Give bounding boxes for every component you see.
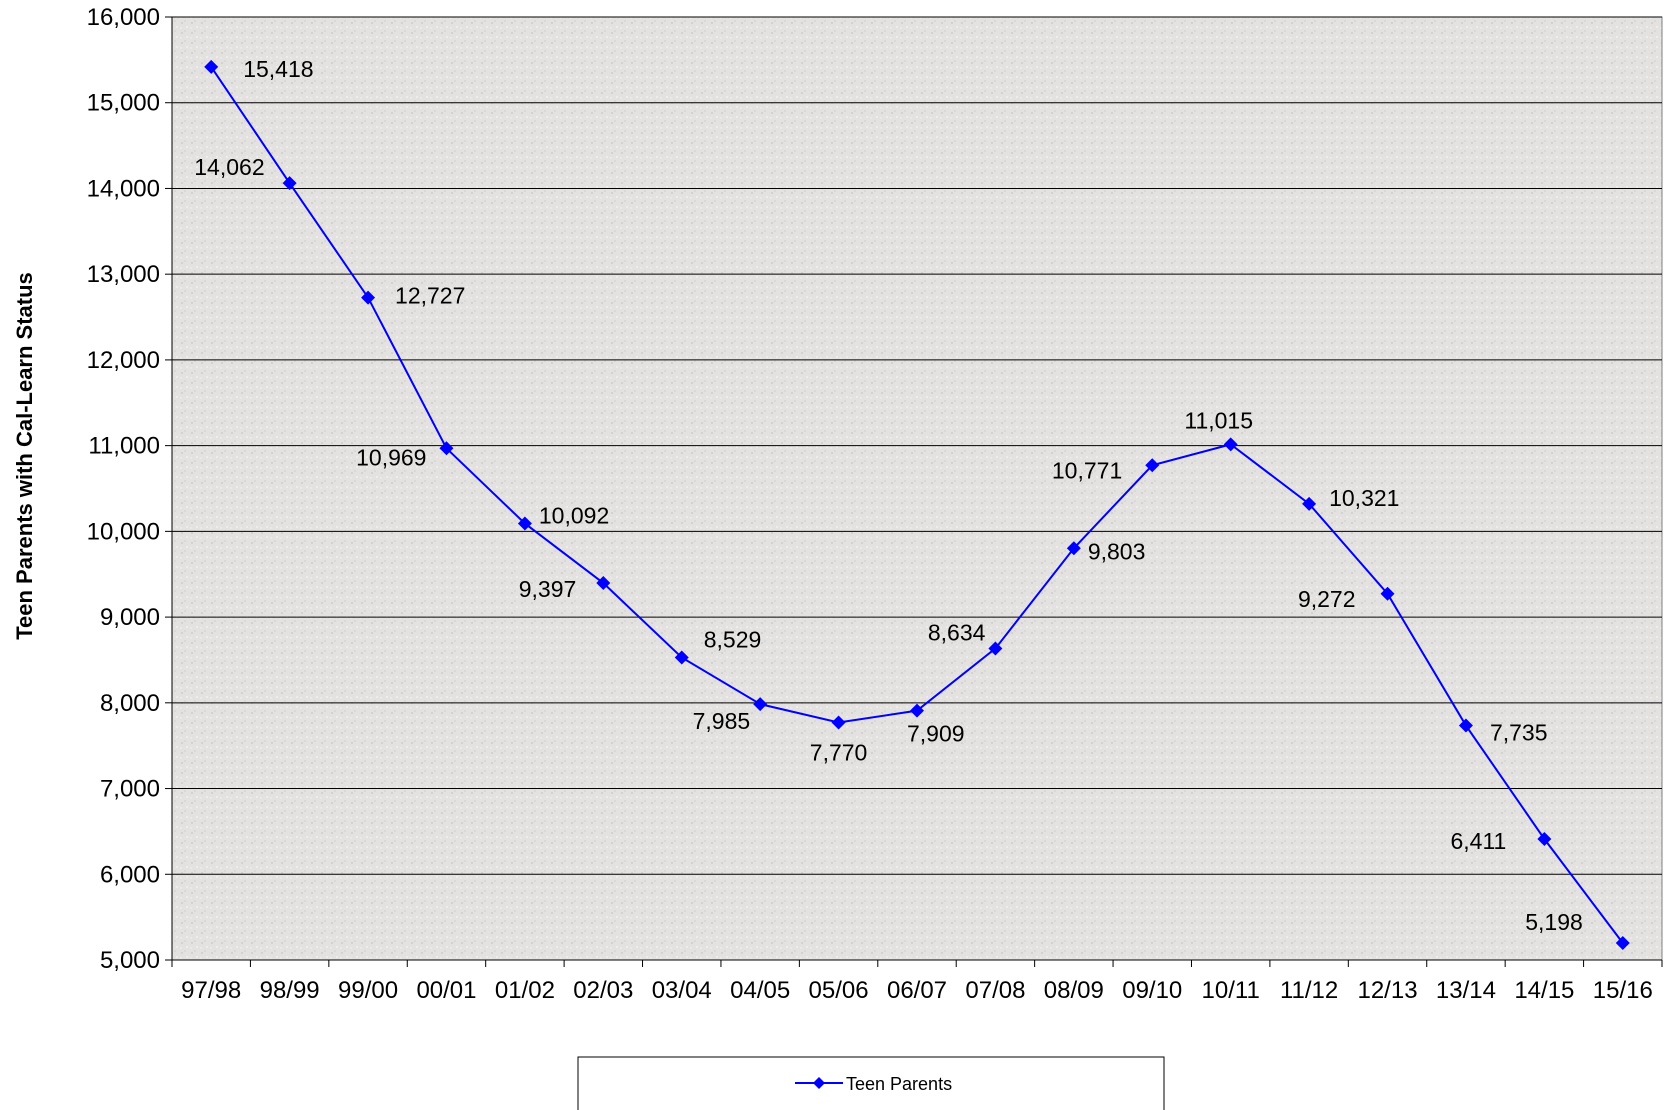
- data-point-marker: [517, 516, 532, 531]
- data-label: 5,198: [1525, 909, 1583, 935]
- data-label: 12,727: [395, 283, 465, 309]
- data-point-marker: [1537, 832, 1552, 847]
- x-tick-label: 12/13: [1357, 977, 1417, 1004]
- x-tick-label: 13/14: [1436, 977, 1496, 1004]
- y-tick-label: 10,000: [87, 518, 160, 545]
- data-point-marker: [674, 650, 689, 665]
- data-labels: 15,418 14,062 12,727 10,969 10,092 9,397 8,529…: [194, 56, 1583, 935]
- data-point-marker: [361, 290, 376, 305]
- data-point-marker: [831, 715, 846, 730]
- x-tick-label: 98/99: [260, 977, 320, 1004]
- gridlines: [172, 16, 1662, 875]
- x-tick-label: 14/15: [1514, 977, 1574, 1004]
- data-point-marker: [282, 176, 297, 191]
- data-label: 8,529: [704, 626, 762, 652]
- x-tick-label: 04/05: [730, 977, 790, 1004]
- data-label: 11,015: [1184, 407, 1253, 433]
- x-tick-label: 10/11: [1202, 977, 1260, 1004]
- x-tick-label: 15/16: [1593, 977, 1653, 1004]
- y-tick-label: 13,000: [87, 261, 160, 288]
- data-point-marker: [1380, 586, 1395, 601]
- axes: [165, 16, 1663, 967]
- x-tick-label: 08/09: [1044, 977, 1104, 1004]
- y-tick-label: 9,000: [100, 604, 160, 631]
- data-label: 10,092: [539, 502, 609, 528]
- data-label: 9,397: [519, 576, 577, 602]
- data-label: 14,062: [194, 154, 264, 180]
- y-tick-label: 14,000: [87, 175, 160, 202]
- data-label: 15,418: [243, 56, 313, 82]
- x-tick-label: 11/12: [1280, 977, 1338, 1004]
- data-label: 7,909: [907, 721, 965, 747]
- x-tick-label: 99/00: [338, 977, 398, 1004]
- data-point-marker: [204, 59, 219, 74]
- y-tick-label: 7,000: [100, 776, 160, 803]
- data-point-marker: [1615, 936, 1630, 951]
- data-label: 10,321: [1329, 485, 1399, 511]
- data-label: 7,735: [1490, 720, 1548, 746]
- data-label: 7,985: [693, 708, 751, 734]
- plot-background: [171, 16, 1663, 961]
- legend: Teen Parents: [577, 1056, 1165, 1110]
- data-label: 9,803: [1088, 538, 1146, 564]
- data-label: 6,411: [1451, 828, 1507, 854]
- x-tick-label: 05/06: [809, 977, 869, 1004]
- x-tick-labels: 97/98 98/99 99/00 00/01 01/02 02/03 03/04 04/05…: [181, 977, 1653, 1004]
- data-label: 8,634: [928, 619, 986, 645]
- y-tick-label: 16,000: [87, 4, 160, 31]
- x-tick-label: 06/07: [887, 977, 947, 1004]
- data-point-marker: [910, 703, 924, 718]
- legend-label: Teen Parents: [846, 1074, 952, 1094]
- data-label: 10,771: [1052, 457, 1122, 483]
- x-tick-label: 09/10: [1122, 977, 1182, 1004]
- x-tick-label: 00/01: [416, 977, 476, 1004]
- data-label: 9,272: [1298, 586, 1356, 612]
- series-teen-parents: [204, 59, 1630, 951]
- y-tick-labels: 5,000 6,000 7,000 8,000 9,000 10,000 11,000 12,…: [87, 4, 160, 974]
- data-label: 10,969: [356, 444, 426, 470]
- y-tick-label: 12,000: [87, 347, 160, 374]
- data-point-marker: [439, 441, 454, 456]
- data-point-marker: [1302, 496, 1317, 511]
- data-point-marker: [1066, 541, 1081, 556]
- y-tick-label: 11,000: [88, 433, 160, 460]
- data-label: 7,770: [810, 740, 868, 766]
- y-tick-label: 15,000: [87, 90, 160, 117]
- data-point-marker: [596, 576, 611, 591]
- y-tick-label: 6,000: [100, 861, 160, 888]
- data-point-marker: [988, 641, 1003, 656]
- x-tick-label: 02/03: [573, 977, 633, 1004]
- x-tick-label: 97/98: [181, 977, 241, 1004]
- data-point-marker: [1145, 458, 1160, 473]
- legend-marker-swatch: [813, 1077, 825, 1089]
- x-tick-label: 07/08: [965, 977, 1025, 1004]
- y-axis-title: Teen Parents with Cal-Learn Status: [12, 272, 37, 640]
- data-point-marker: [753, 697, 768, 712]
- data-point-marker: [1458, 718, 1473, 733]
- legend-box: [577, 1056, 1165, 1110]
- x-tick-label: 03/04: [652, 977, 712, 1004]
- y-tick-label: 5,000: [100, 947, 160, 974]
- x-tick-label: 01/02: [495, 977, 555, 1004]
- data-point-marker: [1223, 437, 1238, 452]
- y-tick-label: 8,000: [100, 690, 160, 717]
